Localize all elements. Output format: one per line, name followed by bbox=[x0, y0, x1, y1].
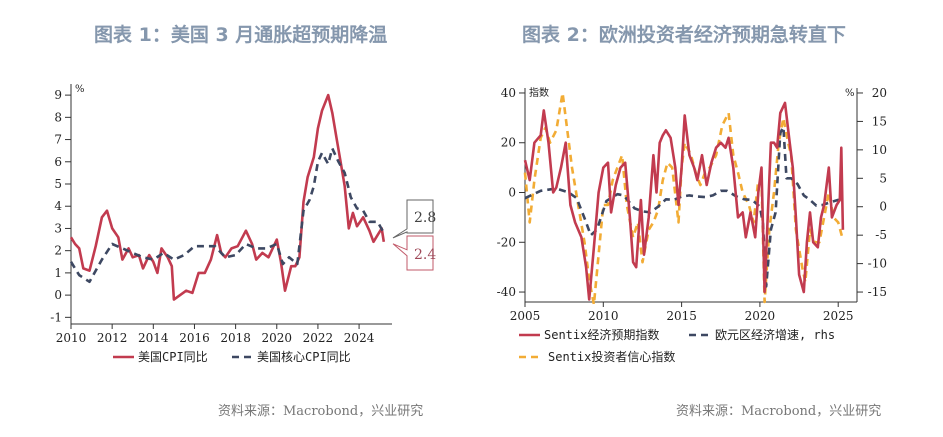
x-tick-label: 2016 bbox=[179, 331, 210, 345]
x-tick-label: 2014 bbox=[138, 331, 169, 345]
y2-tick-label: 5 bbox=[879, 171, 887, 185]
y-tick-label: 0 bbox=[508, 186, 516, 200]
chart2-title: 图表 2：欧洲投资者经济预期急转直下 bbox=[522, 24, 846, 46]
legend-label-investor: Sentix投资者信心指数 bbox=[548, 349, 675, 364]
y-tick-label: 9 bbox=[54, 88, 62, 102]
y-tick-label: 5 bbox=[54, 177, 62, 191]
core-cpi-callout-label: 2.8 bbox=[414, 210, 436, 226]
series-line-0 bbox=[69, 93, 386, 301]
y2-tick-label: 15 bbox=[872, 114, 887, 128]
y-axis-unit: % bbox=[75, 84, 85, 95]
series-line-1 bbox=[69, 147, 385, 284]
y-tick-label: 4 bbox=[54, 199, 62, 213]
series-line-0 bbox=[523, 101, 845, 301]
y2-axis-unit: % bbox=[845, 88, 855, 99]
y-axis-unit: 指数 bbox=[529, 86, 549, 99]
cpi-callout bbox=[392, 235, 434, 271]
legend-label-econ: Sentix经济预期指数 bbox=[544, 327, 659, 342]
y-tick-label: 6 bbox=[54, 155, 62, 169]
chart2-source: 资料来源：Macrobond，兴业研究 bbox=[676, 404, 882, 419]
cpi-callout-label: 2.4 bbox=[414, 247, 436, 263]
y2-tick-label: 20 bbox=[872, 86, 887, 100]
x-tick-label: 2015 bbox=[666, 309, 697, 323]
x-tick-label: 2018 bbox=[220, 331, 251, 345]
y2-tick-label: -5 bbox=[875, 228, 887, 242]
legend-label-cpi: 美国CPI同比 bbox=[138, 350, 208, 364]
x-tick-label: 2010 bbox=[588, 309, 619, 323]
x-tick-label: 2005 bbox=[510, 309, 541, 323]
chart1-title: 图表 1：美国 3 月通胀超预期降温 bbox=[94, 24, 388, 46]
y-tick-label: 1 bbox=[54, 266, 62, 280]
x-tick-label: 2025 bbox=[823, 309, 854, 323]
y-tick-label: 40 bbox=[501, 86, 516, 100]
y-tick-label: 3 bbox=[54, 221, 62, 235]
y2-tick-label: 10 bbox=[872, 143, 887, 157]
y2-tick-label: -15 bbox=[868, 285, 887, 299]
y-tick-label: 20 bbox=[501, 136, 516, 150]
core-cpi-callout bbox=[392, 199, 434, 239]
y-tick-label: 2 bbox=[54, 244, 62, 258]
x-tick-label: 2010 bbox=[56, 331, 87, 345]
chart1-source: 资料来源：Macrobond，兴业研究 bbox=[218, 404, 424, 419]
y-tick-label: -20 bbox=[497, 235, 516, 249]
y2-tick-label: -10 bbox=[868, 257, 887, 271]
series-line-1 bbox=[524, 125, 843, 288]
legend-label-gdp: 欧元区经济增速, rhs bbox=[715, 327, 835, 342]
x-tick-label: 2020 bbox=[261, 331, 292, 345]
x-tick-label: 2012 bbox=[97, 331, 128, 345]
x-tick-label: 2020 bbox=[745, 309, 776, 323]
x-tick-label: 2024 bbox=[344, 331, 375, 345]
y-tick-label: 8 bbox=[54, 110, 62, 124]
y-tick-label: -40 bbox=[497, 285, 516, 299]
y-tick-label: 7 bbox=[54, 133, 62, 147]
y2-tick-label: 0 bbox=[879, 200, 887, 214]
y-tick-label: -1 bbox=[50, 310, 62, 324]
legend-label-core-cpi: 美国核心CPI同比 bbox=[257, 350, 351, 364]
x-tick-label: 2022 bbox=[303, 331, 334, 345]
y-tick-label: 0 bbox=[54, 288, 62, 302]
